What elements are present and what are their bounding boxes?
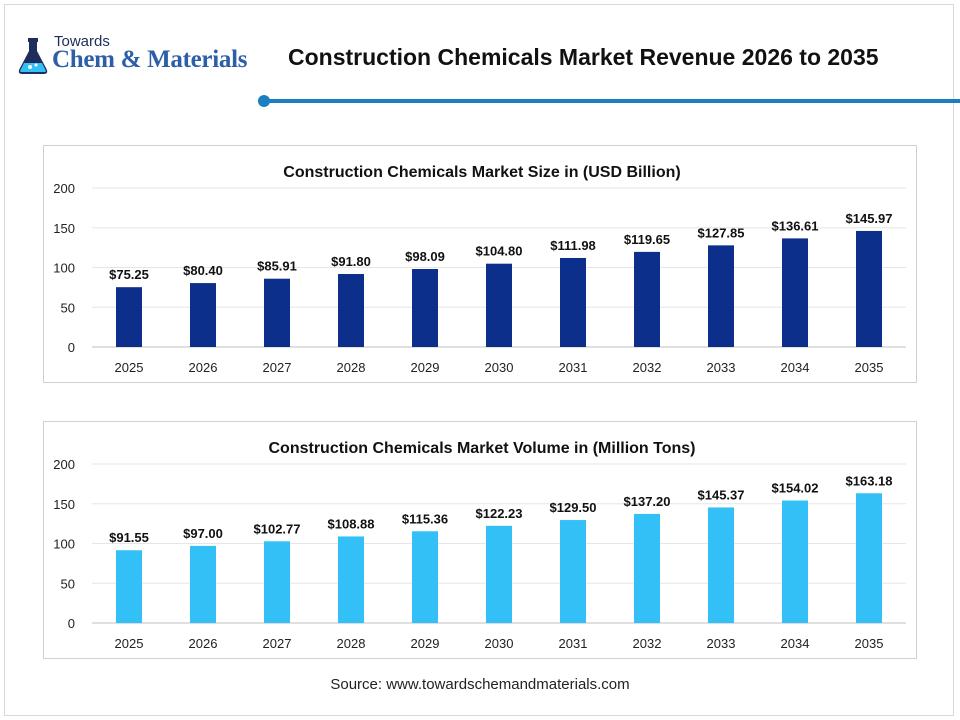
market-size-chart-panel: Construction Chemicals Market Size in (U… (43, 145, 917, 383)
page-title: Construction Chemicals Market Revenue 20… (288, 44, 879, 70)
data-label: $80.40 (183, 263, 223, 278)
data-label: $145.97 (846, 211, 893, 226)
data-label: $102.77 (254, 521, 301, 536)
market-volume-chart: Construction Chemicals Market Volume in … (53, 440, 906, 651)
x-tick-label: 2025 (115, 636, 144, 651)
bar (486, 263, 512, 347)
data-label: $75.25 (109, 267, 149, 282)
data-label: $119.65 (624, 232, 670, 247)
bar (412, 269, 438, 347)
market-volume-chart-panel: Construction Chemicals Market Volume in … (43, 421, 917, 659)
x-tick-label: 2026 (189, 636, 218, 651)
data-label: $129.50 (550, 500, 597, 515)
x-tick-label: 2030 (485, 636, 514, 651)
x-tick-label: 2034 (781, 360, 810, 375)
bar (856, 493, 882, 623)
bar (782, 500, 808, 623)
x-tick-label: 2032 (633, 360, 662, 375)
x-tick-label: 2026 (189, 360, 218, 375)
logo-brand-text: Chem & Materials (52, 46, 248, 73)
data-label: $91.80 (331, 254, 371, 269)
data-label: $104.80 (476, 244, 523, 259)
bar (708, 245, 734, 347)
bar (338, 536, 364, 623)
bar (116, 550, 142, 623)
x-tick-label: 2029 (411, 360, 440, 375)
data-label: $136.61 (772, 218, 819, 233)
bar (190, 545, 216, 623)
bar (782, 238, 808, 347)
x-tick-label: 2033 (707, 636, 736, 651)
data-label: $98.09 (405, 249, 445, 264)
x-tick-label: 2034 (781, 636, 810, 651)
bar (856, 230, 882, 347)
bar (412, 531, 438, 623)
source-note: Source: www.towardschemandmaterials.com (330, 676, 630, 693)
y-tick-label: 50 (61, 576, 75, 591)
data-label: $154.02 (772, 481, 819, 496)
y-tick-label: 100 (53, 537, 75, 552)
data-label: $91.55 (109, 530, 149, 545)
market-size-chart-title: Construction Chemicals Market Size in (U… (283, 164, 680, 181)
x-tick-label: 2032 (633, 636, 662, 651)
x-tick-label: 2030 (485, 360, 514, 375)
y-tick-label: 50 (61, 300, 75, 315)
bar (486, 525, 512, 623)
flask-icon (18, 38, 48, 74)
bar (264, 278, 290, 347)
data-label: $145.37 (698, 487, 745, 502)
data-label: $115.36 (402, 511, 448, 526)
y-tick-label: 200 (53, 457, 75, 472)
x-tick-label: 2035 (855, 636, 884, 651)
y-tick-label: 0 (68, 340, 75, 355)
market-size-chart: Construction Chemicals Market Size in (U… (53, 164, 906, 375)
data-label: $127.85 (698, 225, 745, 240)
x-tick-label: 2031 (559, 360, 588, 375)
logo: Towards Chem & Materials (16, 32, 266, 82)
x-tick-label: 2033 (707, 360, 736, 375)
bar (560, 520, 586, 623)
logo-top-text: Towards (54, 33, 110, 50)
x-tick-label: 2027 (263, 636, 292, 651)
title-rule-dot (258, 95, 270, 107)
data-label: $122.23 (476, 506, 523, 521)
data-label: $108.88 (328, 516, 375, 531)
x-tick-label: 2025 (115, 360, 144, 375)
bar (634, 513, 660, 623)
market-volume-chart-title: Construction Chemicals Market Volume in … (269, 440, 696, 457)
bar (708, 507, 734, 623)
data-label: $111.98 (550, 238, 596, 253)
x-tick-label: 2028 (337, 360, 366, 375)
data-label: $163.18 (846, 473, 893, 488)
title-rule-line (266, 99, 960, 103)
x-tick-label: 2029 (411, 636, 440, 651)
data-label: $137.20 (624, 494, 671, 509)
y-tick-label: 0 (68, 616, 75, 631)
data-label: $85.91 (257, 259, 297, 274)
y-tick-label: 100 (53, 261, 75, 276)
data-label: $97.00 (183, 526, 223, 541)
x-tick-label: 2027 (263, 360, 292, 375)
bar (338, 274, 364, 347)
x-tick-label: 2035 (855, 360, 884, 375)
bar (634, 251, 660, 347)
y-tick-label: 150 (53, 221, 75, 236)
bar (116, 287, 142, 347)
x-tick-label: 2028 (337, 636, 366, 651)
x-tick-label: 2031 (559, 636, 588, 651)
y-tick-label: 200 (53, 181, 75, 196)
page-frame (4, 4, 954, 716)
y-tick-label: 150 (53, 497, 75, 512)
bar (264, 541, 290, 623)
bar (560, 257, 586, 347)
bar (190, 283, 216, 347)
